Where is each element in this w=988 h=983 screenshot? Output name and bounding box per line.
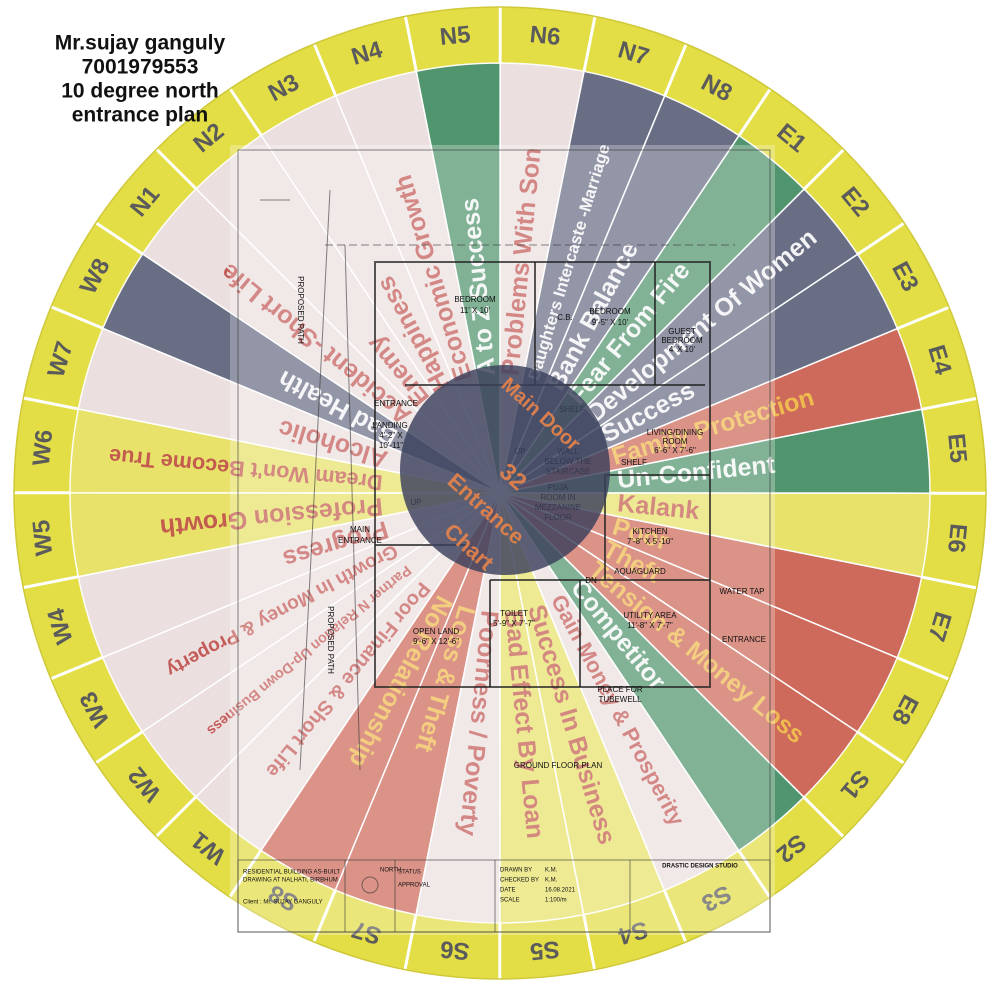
title-block-text: Client : Mr. SUJAY GANGULY	[243, 900, 323, 906]
title-block-text: DRASTIC DESIGN STUDIO	[662, 864, 738, 870]
header: Mr.sujay ganguly700197955310 degree nort…	[55, 32, 226, 127]
header-line: entrance plan	[72, 104, 209, 127]
plan-label: 11' X 10'	[460, 306, 491, 315]
plan-label: 10'-11"	[379, 441, 403, 450]
zone-code: W5	[28, 519, 58, 557]
plan-label: PLACE FOR	[597, 685, 643, 694]
plan-label: SHELF	[621, 458, 647, 467]
zone-code: W6	[28, 429, 58, 467]
header-line: 7001979553	[82, 56, 199, 79]
plan-label: TOILET	[500, 609, 528, 618]
zone-code: N6	[529, 21, 562, 51]
plan-label: 9'-6" X 12'-6"	[413, 637, 459, 646]
plan-label: BEDROOM	[454, 295, 496, 304]
plan-label: GROUND FLOOR PLAN	[514, 761, 603, 770]
title-block-text: K.M.	[545, 868, 558, 874]
plan-label: BEDROOM	[589, 307, 631, 316]
plan-label: KITCHEN	[632, 527, 667, 536]
title-block-text: SCALE	[500, 898, 520, 904]
plan-label: LANDING	[372, 421, 408, 430]
zone-code: E6	[942, 522, 972, 554]
plan-label: C.B.	[557, 313, 573, 322]
plan-label: PROPOSED PATH	[296, 276, 305, 344]
title-block-text: 16.08.2021	[545, 888, 576, 894]
plan-label: 9'-5" X 10'	[592, 318, 629, 327]
title-block-text: STATUS	[398, 870, 421, 876]
title-block-text: DRAWING AT NALHATI, BIRBHUM	[243, 878, 338, 884]
plan-label: 4' X 10'	[669, 345, 696, 354]
plan-label: ENTRANCE	[338, 536, 382, 545]
plan-label: 11'-8" X 7'-7"	[627, 621, 673, 630]
plan-label: ENTRANCE	[374, 399, 418, 408]
plan-label: OPEN LAND	[413, 627, 459, 636]
plan-label: AQUAGUARD	[614, 567, 666, 576]
plan-label: TUBEWELL	[598, 695, 642, 704]
header-line: Mr.sujay ganguly	[55, 32, 226, 55]
title-block-text: DATE	[500, 888, 516, 894]
plan-label: WATER TAP	[719, 587, 764, 596]
plan-label: GUEST	[668, 327, 696, 336]
header-line: 10 degree north	[61, 80, 219, 103]
vastu-chart: N1Accident -Short LifeN2EnemyN3Happiness…	[0, 0, 988, 983]
title-block-text: APPROVAL	[398, 883, 431, 889]
zone-code: E5	[942, 432, 972, 464]
title-block-text: K.M.	[545, 878, 558, 884]
plan-label: UTILITY AREA	[623, 611, 677, 620]
plan-label: ROOM	[663, 437, 688, 446]
plan-label: 4'-2" X	[379, 431, 403, 440]
zone-code: S6	[439, 935, 471, 965]
plan-label: 7'-8" X 5'-10"	[627, 537, 673, 546]
title-block-text: CHECKED BY	[500, 878, 539, 884]
title-block-text: 1:100/m	[545, 898, 567, 904]
title-block-text: RESIDENTIAL BUILDING AS-BUILT	[243, 870, 340, 876]
plan-label: DN	[585, 576, 597, 585]
plan-label: LIVING/DINING	[647, 428, 703, 437]
zone-code: N5	[439, 21, 472, 51]
plan-label: PROPOSED PATH	[326, 606, 335, 674]
plan-label: MAIN	[350, 525, 370, 534]
plan-label: BEDROOM	[661, 336, 703, 345]
title-block-text: DRAWN BY	[500, 868, 532, 874]
plan-label: ENTRANCE	[722, 635, 766, 644]
plan-label: 6'-6" X 7'-6"	[654, 446, 696, 455]
plan-label: 5'-9" X 7'-7"	[493, 619, 535, 628]
zone-code: S5	[529, 935, 561, 965]
